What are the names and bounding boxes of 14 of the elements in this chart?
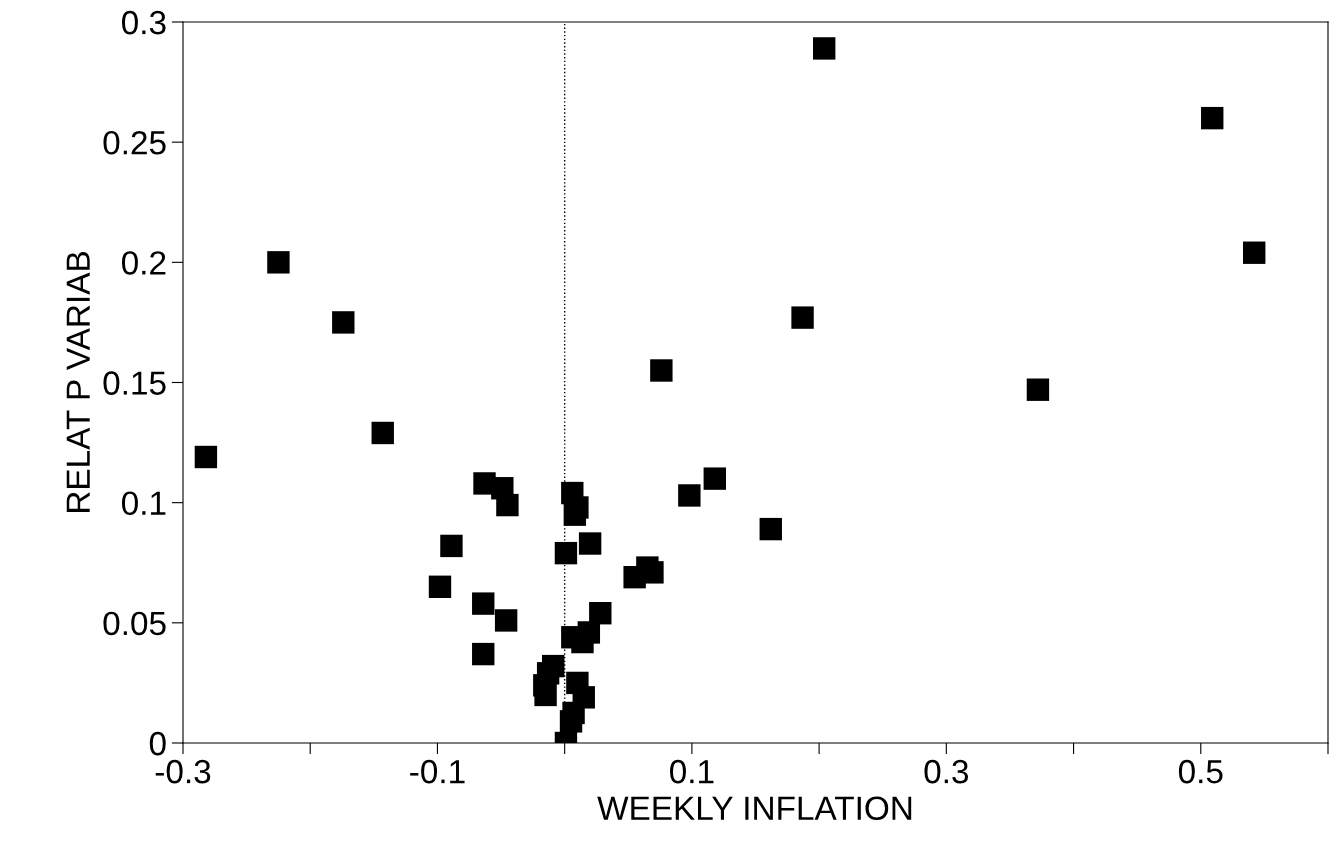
- x-axis-title: WEEKLY INFLATION: [597, 796, 912, 821]
- y-axis-title: RELAT P VARIAB: [66, 252, 90, 512]
- y-tick-label: 0.25: [103, 130, 166, 155]
- x-tick-label: 0.1: [670, 759, 714, 784]
- y-tick-label: 0.15: [103, 371, 166, 395]
- y-tick-label: 0.1: [122, 491, 166, 516]
- y-tick-label: 0: [149, 731, 166, 756]
- x-tick-label: 0.5: [1178, 759, 1223, 784]
- y-tick-label: 0.2: [122, 251, 166, 275]
- y-tick-label: 0.3: [122, 10, 166, 35]
- x-tick-label: 0.3: [924, 759, 969, 784]
- y-tick-label: 0.05: [103, 611, 166, 636]
- x-tick-label: -0.3: [155, 759, 211, 784]
- x-tick-label: -0.1: [410, 759, 465, 784]
